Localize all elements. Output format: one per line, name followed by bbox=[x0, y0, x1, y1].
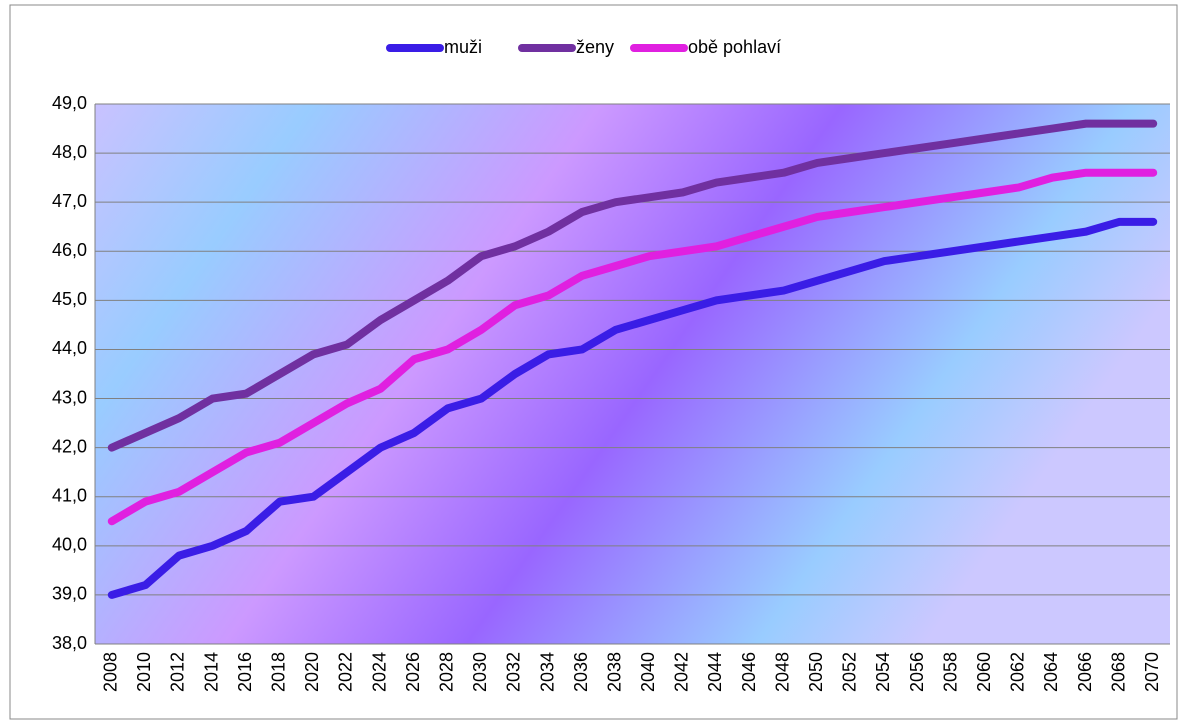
x-tick-label: 2034 bbox=[537, 652, 557, 692]
x-tick-label: 2018 bbox=[269, 652, 289, 692]
series-line bbox=[107, 217, 1158, 599]
series-line bbox=[107, 119, 1158, 452]
y-tick-label: 48,0 bbox=[52, 142, 87, 162]
x-tick-label: 2054 bbox=[873, 652, 893, 692]
x-tick-label: 2046 bbox=[739, 652, 759, 692]
x-tick-label: 2044 bbox=[705, 652, 725, 692]
x-tick-label: 2040 bbox=[638, 652, 658, 692]
x-tick-label: 2060 bbox=[974, 652, 994, 692]
y-tick-label: 39,0 bbox=[52, 584, 87, 604]
y-tick-label: 45,0 bbox=[52, 289, 87, 309]
x-tick-label: 2030 bbox=[470, 652, 490, 692]
x-tick-label: 2042 bbox=[672, 652, 692, 692]
y-tick-label: 40,0 bbox=[52, 535, 87, 555]
x-tick-label: 2048 bbox=[772, 652, 792, 692]
legend-label: obě pohlaví bbox=[688, 37, 781, 57]
legend-label: ženy bbox=[576, 37, 614, 57]
x-tick-label: 2066 bbox=[1075, 652, 1095, 692]
x-tick-label: 2016 bbox=[235, 652, 255, 692]
y-tick-label: 46,0 bbox=[52, 240, 87, 260]
y-tick-label: 41,0 bbox=[52, 485, 87, 505]
x-tick-label: 2022 bbox=[336, 652, 356, 692]
x-tick-label: 2020 bbox=[302, 652, 322, 692]
y-tick-label: 44,0 bbox=[52, 338, 87, 358]
x-tick-label: 2062 bbox=[1008, 652, 1028, 692]
x-tick-label: 2058 bbox=[940, 652, 960, 692]
y-tick-label: 42,0 bbox=[52, 436, 87, 456]
x-tick-label: 2050 bbox=[806, 652, 826, 692]
legend-label: muži bbox=[444, 37, 482, 57]
x-tick-label: 2010 bbox=[134, 652, 154, 692]
x-tick-label: 2024 bbox=[369, 652, 389, 692]
x-tick-label: 2056 bbox=[907, 652, 927, 692]
x-tick-label: 2028 bbox=[436, 652, 456, 692]
y-tick-label: 49,0 bbox=[52, 93, 87, 113]
y-tick-label: 38,0 bbox=[52, 633, 87, 653]
x-tick-label: 2014 bbox=[201, 652, 221, 692]
x-tick-label: 2064 bbox=[1041, 652, 1061, 692]
y-tick-label: 47,0 bbox=[52, 191, 87, 211]
x-tick-label: 2012 bbox=[168, 652, 188, 692]
x-tick-label: 2036 bbox=[571, 652, 591, 692]
y-tick-label: 43,0 bbox=[52, 387, 87, 407]
x-tick-label: 2038 bbox=[604, 652, 624, 692]
x-tick-label: 2008 bbox=[101, 652, 121, 692]
x-tick-label: 2026 bbox=[403, 652, 423, 692]
series-line bbox=[107, 168, 1158, 526]
x-tick-label: 2032 bbox=[504, 652, 524, 692]
x-tick-label: 2052 bbox=[840, 652, 860, 692]
x-tick-label: 2070 bbox=[1142, 652, 1162, 692]
x-tick-label: 2068 bbox=[1108, 652, 1128, 692]
